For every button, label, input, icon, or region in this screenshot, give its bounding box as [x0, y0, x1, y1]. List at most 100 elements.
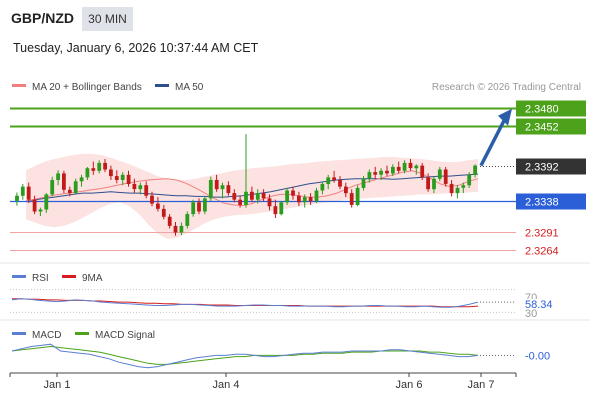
candle-body [267, 198, 272, 207]
candle-body [426, 177, 430, 190]
candle-body [338, 180, 342, 187]
candle-body [420, 165, 425, 178]
macd-legend-label: MACD [32, 330, 61, 341]
candle-body [179, 225, 184, 233]
candle-body [408, 162, 413, 169]
rsi-legend-swatch [12, 275, 26, 278]
candle-body [15, 195, 19, 201]
candle-body [344, 186, 348, 194]
ma50-legend-label: MA 50 [175, 82, 204, 93]
candle-body [455, 187, 460, 194]
candle-body [185, 214, 190, 226]
candle-body [220, 185, 225, 190]
macd-signal-legend-swatch [75, 332, 89, 335]
candle-body [379, 170, 383, 175]
candle-body [214, 180, 219, 190]
candle-body [238, 199, 242, 205]
candle-body [67, 189, 72, 194]
candle-body [56, 173, 60, 180]
candle-body [396, 166, 401, 171]
macd-legend-swatch [12, 332, 26, 335]
price-panel[interactable]: 2.3480 2.3452 2.3392 2.3338 2.3291 2.3264 [10, 100, 586, 258]
candle-body [167, 216, 172, 226]
rsi-legend: RSI 9MA [12, 273, 103, 284]
candle-body [391, 166, 395, 174]
macd-signal-legend-label: MACD Signal [95, 330, 155, 341]
candle-body [367, 172, 372, 179]
resistance-price-tag [516, 118, 586, 135]
candle-body [114, 176, 119, 180]
candle-body [103, 162, 107, 170]
candle-body [38, 209, 43, 212]
candle-body [203, 198, 207, 212]
rsi-ma-legend-label: 9MA [82, 273, 103, 284]
candle-body [156, 203, 160, 209]
candle-body [449, 183, 454, 194]
candle-body [297, 195, 301, 203]
timestamp: Tuesday, January 6, 2026 10:37:44 AM CET [13, 41, 259, 55]
candle-body [473, 165, 477, 175]
candle-body [443, 169, 448, 184]
candle-body [173, 225, 178, 233]
candle-body [161, 208, 166, 217]
macd-legend: MACD MACD Signal [12, 330, 155, 341]
macd-line [11, 343, 479, 369]
candle-body [50, 180, 55, 195]
ma50-legend-swatch [155, 84, 169, 87]
candle-body [467, 174, 472, 186]
macd-panel[interactable]: -0.00 [11, 343, 550, 369]
support-price-label: 2.3264 [525, 246, 559, 258]
ma20-line [25, 170, 479, 207]
candle-body [138, 185, 143, 190]
candle-body [226, 185, 231, 194]
candle-body [461, 185, 466, 188]
candle-body [402, 162, 407, 171]
time-axis-label: Jan 1 [44, 379, 71, 391]
time-axis-label: Jan 6 [396, 379, 423, 391]
candle-body [349, 193, 354, 205]
rsi-label-backing [523, 299, 553, 309]
rsi-ma-legend-swatch [62, 275, 76, 278]
symbol-label: GBP/NZD [11, 10, 74, 26]
candle-body [20, 186, 25, 196]
candle-body [191, 202, 196, 215]
candle-body [326, 177, 331, 184]
current-price-tag [516, 158, 586, 175]
candle-body [150, 195, 154, 204]
forecast-arrow-shaft [479, 116, 508, 167]
candle-body [62, 173, 66, 190]
rsi-line [11, 298, 479, 308]
candle-body [132, 183, 137, 190]
forecast-arrowhead-icon [498, 108, 512, 126]
candle-body [126, 174, 131, 184]
candle-body [144, 185, 149, 196]
candle-body [73, 181, 78, 194]
candle-body [273, 206, 278, 215]
ma20-legend-label: MA 20 + Bollinger Bands [32, 82, 142, 93]
rsi-level-30-label: 30 [525, 308, 537, 320]
candle-body [197, 202, 201, 212]
main-legend: MA 20 + Bollinger Bands MA 50 Research ©… [12, 82, 581, 93]
candle-body [261, 193, 266, 199]
pivot-price-tag [516, 193, 586, 210]
candle-body [232, 193, 237, 200]
candle-body [385, 170, 389, 174]
candle-body [85, 168, 90, 178]
timeframe-button[interactable]: 30 MIN [82, 7, 133, 31]
ma20-legend-swatch [12, 84, 26, 87]
candle-body [79, 177, 84, 182]
macd-value-label: -0.00 [525, 350, 550, 362]
candle-body [26, 186, 31, 200]
candle-body [44, 194, 49, 210]
pivot-price-label: 2.3338 [525, 197, 559, 209]
candle-body [244, 191, 248, 205]
resistance-price-tag [516, 100, 586, 117]
candle-body [320, 183, 325, 191]
macd-signal-line [11, 345, 479, 365]
support-price-label: 2.3291 [525, 228, 559, 240]
candle-body [414, 165, 419, 169]
candle-body [432, 178, 436, 190]
candle-body [332, 177, 336, 180]
